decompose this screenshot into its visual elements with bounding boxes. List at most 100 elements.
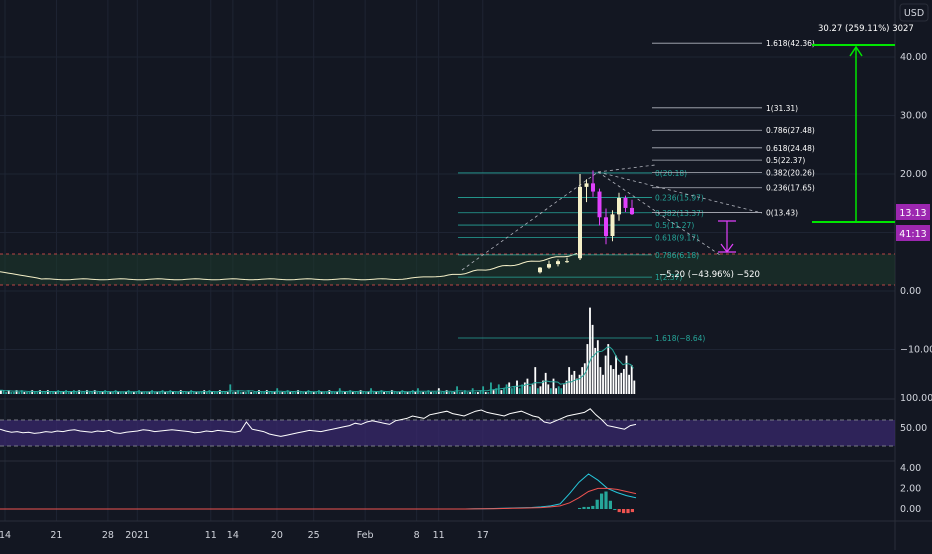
- candle-body: [578, 186, 582, 259]
- fib-left-label: 0.382(13.37): [655, 209, 704, 218]
- volume-bar: [36, 392, 39, 394]
- volume-bar: [93, 390, 96, 394]
- volume-bar: [237, 390, 240, 394]
- volume-bar: [333, 392, 336, 394]
- volume-bar: [529, 386, 531, 394]
- volume-bar: [70, 392, 73, 394]
- volume-bar: [617, 374, 620, 394]
- trend-line-fall[interactable]: [597, 171, 763, 214]
- volume-bar: [291, 392, 294, 394]
- fib-left-label: 1.618(−8.64): [655, 334, 705, 343]
- volume-bar: [271, 392, 273, 394]
- volume-bar: [185, 392, 187, 394]
- volume-bar: [503, 388, 505, 394]
- volume-bar: [169, 390, 172, 394]
- volume-bar: [463, 390, 466, 394]
- volume-bar: [354, 392, 357, 394]
- volume-bar: [242, 392, 245, 394]
- measure-up-arrowhead: [849, 45, 863, 57]
- fib-right-label: 1(31.31): [766, 104, 798, 113]
- currency-label: USD: [904, 8, 924, 19]
- volume-bar: [57, 390, 60, 394]
- volume-bar: [67, 392, 70, 394]
- candle-body: [584, 183, 589, 187]
- volume-bar: [344, 392, 346, 394]
- volume-bar: [239, 392, 242, 394]
- volume-bar: [49, 392, 52, 394]
- volume-bar: [132, 392, 135, 394]
- candle-body: [591, 183, 595, 192]
- time-tick-label: 14: [0, 530, 11, 541]
- volume-bar: [135, 392, 138, 394]
- volume-bar: [500, 390, 503, 394]
- volume-bar: [346, 392, 349, 394]
- price-badge-bg: [896, 204, 930, 220]
- volume-bar: [630, 365, 633, 394]
- time-axis[interactable]: 14 21 28 2021 11 14 20 25 Feb 8 11 17: [0, 530, 489, 541]
- volume-bar: [594, 347, 597, 394]
- volume-bar: [325, 392, 328, 394]
- volume-bar: [445, 390, 448, 394]
- fib-right-layer: 1.618(42.36) 1(31.31) 0.786(27.48) 0.618(24…: [652, 39, 815, 217]
- volume-bar: [406, 392, 409, 394]
- measure-up-tool[interactable]: 30.27 (259.11%) 3027: [812, 24, 914, 223]
- price-tick-label: 30.00: [900, 111, 927, 122]
- volume-bar: [52, 392, 54, 394]
- trend-line-drop[interactable]: [597, 171, 721, 256]
- measure-down-tool[interactable]: −5.20 (−43.96%) −520: [659, 220, 760, 280]
- time-tick-label: 28: [102, 530, 114, 541]
- volume-bar: [20, 390, 23, 394]
- macd-tick-label: 0.00: [900, 504, 921, 515]
- trend-line-rise[interactable]: [461, 171, 599, 271]
- volume-bar: [258, 390, 260, 394]
- signal-line: [0, 487, 637, 510]
- macd-hist-bar: [586, 506, 590, 509]
- volume-bar: [547, 384, 550, 394]
- time-tick-label: 17: [477, 530, 489, 541]
- volume-bar: [424, 392, 427, 394]
- volume-bar: [602, 374, 604, 394]
- volume-bar: [260, 392, 263, 394]
- volume-bar: [516, 380, 518, 394]
- candle-body: [610, 214, 615, 237]
- volume-bar: [336, 392, 339, 394]
- rsi-axis[interactable]: 100.00 50.00: [900, 393, 932, 434]
- volume-bar: [101, 392, 104, 394]
- volume-bar: [435, 392, 438, 394]
- volume-bar: [362, 392, 365, 394]
- volume-bar: [13, 392, 15, 394]
- volume-bar: [466, 392, 469, 394]
- volume-bar: [565, 380, 568, 394]
- volume-bar: [492, 390, 495, 394]
- volume-bar: [383, 392, 385, 394]
- volume-bar: [190, 390, 193, 394]
- volume-bar: [109, 392, 112, 394]
- volume-bar: [224, 392, 226, 394]
- volume-bar: [615, 355, 617, 394]
- macd-axis[interactable]: 4.00 2.00 0.00: [900, 463, 921, 515]
- volume-bar: [539, 386, 542, 394]
- volume-bar: [573, 370, 576, 394]
- volume-bar: [456, 386, 458, 394]
- fib-right-label: 0.618(24.48): [766, 144, 815, 153]
- volume-bar: [320, 392, 323, 394]
- price-history-line: [0, 252, 578, 281]
- volume-bar: [5, 392, 8, 394]
- time-tick-label: 25: [308, 530, 320, 541]
- volume-bar: [404, 392, 406, 394]
- volume-bar: [229, 384, 232, 394]
- volume-bar: [182, 392, 185, 394]
- macd-hist-bar: [626, 509, 630, 514]
- measure-down-label: −5.20 (−43.96%) −520: [659, 270, 760, 280]
- volume-bar: [453, 392, 456, 394]
- macd-hist-bar: [622, 509, 626, 514]
- volume-bar: [450, 392, 453, 394]
- volume-bar: [484, 392, 487, 394]
- volume-bar: [23, 392, 26, 394]
- volume-bar: [304, 392, 307, 394]
- currency-button[interactable]: USD: [899, 3, 929, 22]
- volume-bar: [633, 380, 636, 394]
- volume-bar: [531, 384, 534, 394]
